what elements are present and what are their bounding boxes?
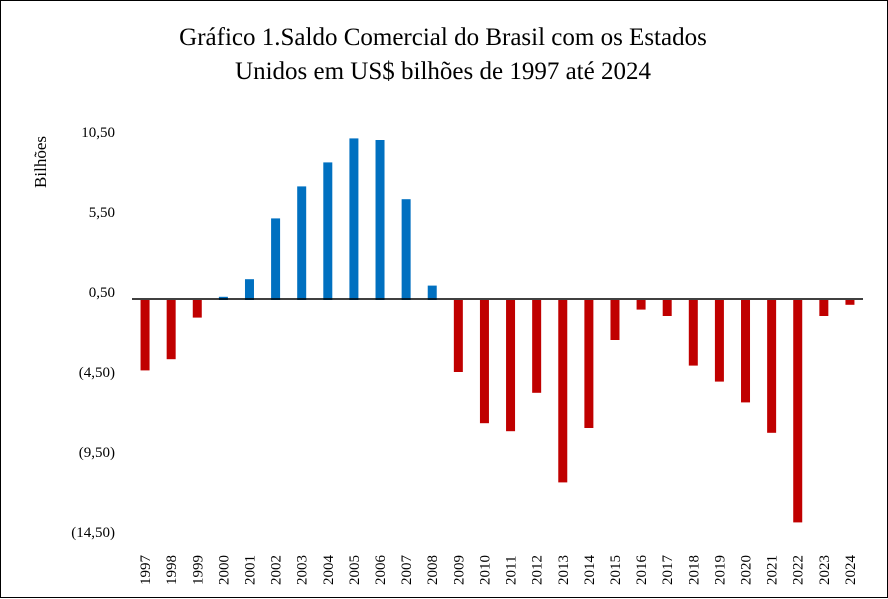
- x-tick-label: 2016: [634, 555, 650, 586]
- bar-2006: [375, 140, 385, 300]
- y-tick-label: (14,50): [71, 525, 115, 541]
- y-tick-label: (9,50): [79, 445, 115, 461]
- chart-title-line-2: Unidos em US$ bilhões de 1997 até 2024: [235, 58, 651, 85]
- x-tick-label: 2023: [817, 555, 833, 585]
- x-tick-label: 2005: [347, 555, 363, 585]
- y-tick-label: 0,50: [89, 285, 115, 301]
- x-tick-label: 1999: [190, 555, 206, 585]
- x-tick-label: 2001: [242, 555, 258, 585]
- x-tick-label: 2006: [373, 555, 389, 586]
- bar-2002: [271, 218, 281, 300]
- x-tick-label: 2009: [451, 555, 467, 585]
- bar-2017: [662, 300, 672, 316]
- x-tick-label: 2021: [765, 555, 781, 585]
- x-tick-label: 2002: [269, 555, 285, 585]
- x-tick-label: 2004: [321, 555, 337, 586]
- bar-2016: [636, 300, 646, 310]
- bar-2010: [479, 300, 489, 424]
- x-tick-label: 2007: [399, 555, 415, 586]
- y-tick-label: (4,50): [79, 365, 115, 381]
- x-tick-label: 2014: [582, 555, 598, 586]
- bar-2019: [714, 300, 724, 382]
- x-tick-label: 1998: [164, 555, 180, 585]
- x-tick-label: 2000: [216, 555, 232, 585]
- bar-2001: [244, 279, 254, 300]
- x-tick-labels: 1997 1998 1999 2000 2001 2002 2003 2004 2005 2006…: [138, 555, 859, 586]
- x-tick-label: 2012: [530, 555, 546, 585]
- bar-2020: [741, 300, 751, 403]
- x-tick-label: 2011: [504, 556, 520, 585]
- bar-2007: [401, 199, 411, 300]
- x-tick-label: 2015: [608, 555, 624, 585]
- bar-2008: [427, 285, 437, 300]
- bar-2014: [584, 300, 594, 428]
- x-tick-label: 2018: [686, 555, 702, 585]
- x-tick-label: 2019: [712, 555, 728, 585]
- x-tick-label: 2013: [556, 555, 572, 585]
- bar-2011: [506, 300, 516, 432]
- bar-1997: [140, 300, 150, 371]
- bar-2015: [610, 300, 620, 340]
- y-axis-title: Bilhões: [31, 136, 50, 188]
- bar-2012: [532, 300, 542, 393]
- bar-2021: [767, 300, 777, 433]
- bar-2004: [323, 162, 333, 300]
- y-tick-labels: 10,50 5,50 0,50 (4,50) (9,50) (14,50): [71, 125, 115, 541]
- y-tick-label: 5,50: [89, 205, 115, 221]
- bar-2003: [297, 186, 307, 300]
- x-tick-label: 2003: [295, 555, 311, 585]
- x-tick-label: 2008: [425, 555, 441, 585]
- x-tick-label: 2017: [660, 555, 676, 586]
- bar-series: [140, 138, 855, 523]
- bar-2005: [349, 138, 359, 300]
- bar-2024: [845, 300, 855, 305]
- y-tick-label: 10,50: [81, 125, 115, 141]
- x-tick-label: 2022: [791, 555, 807, 585]
- bar-2022: [793, 300, 803, 523]
- x-tick-label: 2024: [843, 555, 859, 586]
- bar-1999: [192, 300, 202, 318]
- x-tick-label: 1997: [138, 555, 154, 586]
- x-tick-label: 2020: [739, 555, 755, 585]
- bar-2013: [558, 300, 568, 483]
- x-tick-label: 2010: [477, 555, 493, 585]
- bar-1998: [166, 300, 176, 360]
- bar-2023: [819, 300, 829, 316]
- chart-title-line-1: Gráfico 1.Saldo Comercial do Brasil com …: [179, 24, 707, 51]
- bar-2018: [688, 300, 698, 366]
- bar-2009: [453, 300, 463, 372]
